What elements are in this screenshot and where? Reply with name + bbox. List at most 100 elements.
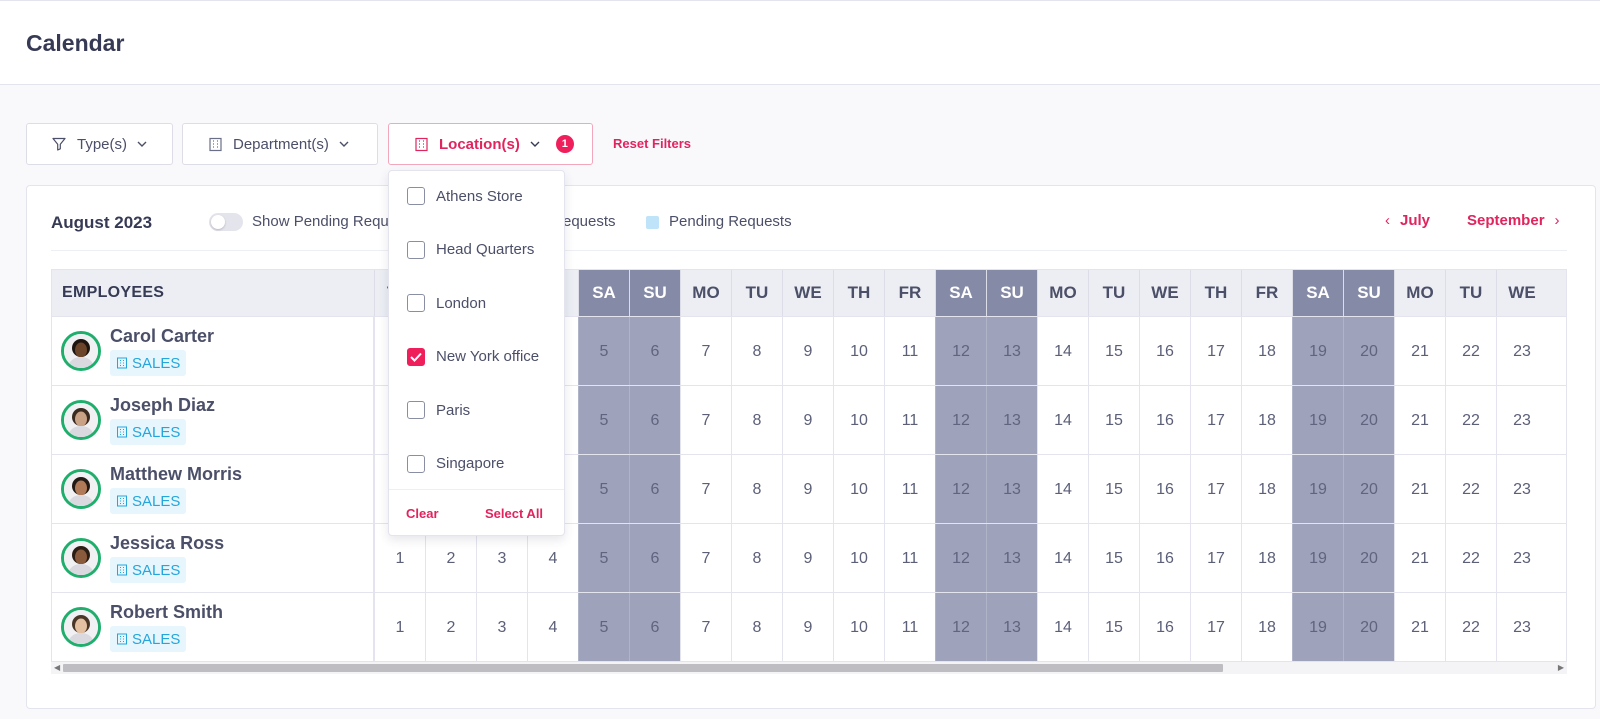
day-cell[interactable]: 9 [782, 317, 833, 386]
day-cell[interactable]: 16 [1139, 386, 1190, 455]
day-cell[interactable]: 6 [629, 455, 680, 524]
location-option[interactable]: Singapore [407, 454, 504, 474]
day-cell[interactable]: 7 [680, 593, 731, 661]
location-option[interactable]: Paris [407, 400, 470, 420]
day-cell[interactable]: 14 [1037, 593, 1088, 661]
day-cell[interactable]: 21 [1394, 593, 1445, 661]
day-cell[interactable]: 20 [1343, 455, 1394, 524]
day-cell[interactable]: 17 [1190, 593, 1241, 661]
day-cell[interactable]: 22 [1445, 317, 1496, 386]
day-cell[interactable]: 22 [1445, 593, 1496, 661]
day-cell[interactable]: 5 [578, 455, 629, 524]
employee-name[interactable]: Matthew Morris [110, 464, 243, 484]
day-cell[interactable]: 8 [731, 317, 782, 386]
day-cell[interactable]: 8 [731, 386, 782, 455]
day-cell[interactable]: 8 [731, 524, 782, 593]
day-cell[interactable]: 4 [527, 593, 578, 661]
scrollbar-thumb[interactable] [63, 664, 1223, 672]
show-pending-toggle[interactable] [209, 213, 243, 231]
day-cell[interactable]: 10 [833, 317, 884, 386]
day-cell[interactable]: 11 [884, 455, 935, 524]
day-cell[interactable]: 7 [680, 317, 731, 386]
day-cell[interactable]: 23 [1496, 317, 1547, 386]
day-cell[interactable]: 19 [1292, 524, 1343, 593]
day-cell[interactable]: 12 [935, 317, 986, 386]
avatar[interactable] [61, 538, 101, 578]
location-option[interactable]: Athens Store [407, 186, 523, 206]
day-cell[interactable]: 7 [680, 455, 731, 524]
day-cell[interactable]: 9 [782, 455, 833, 524]
day-cell[interactable]: 8 [731, 455, 782, 524]
day-cell[interactable]: 12 [935, 455, 986, 524]
location-option[interactable]: Head Quarters [407, 240, 534, 260]
day-cell[interactable]: 14 [1037, 455, 1088, 524]
day-cell[interactable]: 17 [1190, 524, 1241, 593]
avatar[interactable] [61, 331, 101, 371]
day-cell[interactable]: 11 [884, 386, 935, 455]
employee-name[interactable]: Jessica Ross [110, 533, 225, 553]
day-cell[interactable]: 23 [1496, 386, 1547, 455]
day-cell[interactable]: 2 [425, 524, 476, 593]
day-cell[interactable]: 6 [629, 317, 680, 386]
reset-filters-link[interactable]: Reset Filters [613, 136, 692, 151]
day-cell[interactable]: 21 [1394, 455, 1445, 524]
day-cell[interactable]: 18 [1241, 593, 1292, 661]
day-cell[interactable]: 23 [1496, 593, 1547, 661]
day-cell[interactable]: 13 [986, 455, 1037, 524]
day-cell[interactable]: 22 [1445, 524, 1496, 593]
day-cell[interactable]: 11 [884, 524, 935, 593]
employee-name[interactable]: Joseph Diaz [110, 395, 216, 415]
scroll-left-icon[interactable]: ◀ [54, 663, 61, 672]
day-cell[interactable]: 4 [527, 524, 578, 593]
day-cell[interactable]: 10 [833, 386, 884, 455]
day-cell[interactable]: 13 [986, 386, 1037, 455]
day-cell[interactable]: 15 [1088, 386, 1139, 455]
day-cell[interactable]: 9 [782, 593, 833, 661]
day-cell[interactable]: 17 [1190, 455, 1241, 524]
day-cell[interactable]: 16 [1139, 455, 1190, 524]
day-cell[interactable]: 1 [374, 593, 425, 661]
day-cell[interactable]: 19 [1292, 455, 1343, 524]
location-option[interactable]: London [407, 293, 486, 313]
day-cell[interactable]: 14 [1037, 386, 1088, 455]
day-cell[interactable]: 5 [578, 593, 629, 661]
day-cell[interactable]: 22 [1445, 455, 1496, 524]
day-cell[interactable]: 3 [476, 593, 527, 661]
day-cell[interactable]: 13 [986, 524, 1037, 593]
horizontal-scrollbar[interactable]: ◀ ▶ [51, 662, 1567, 674]
day-cell[interactable]: 19 [1292, 386, 1343, 455]
day-cell[interactable]: 9 [782, 524, 833, 593]
checkbox-icon[interactable] [407, 401, 425, 419]
day-cell[interactable]: 14 [1037, 317, 1088, 386]
day-cell[interactable]: 10 [833, 524, 884, 593]
day-cell[interactable]: 20 [1343, 593, 1394, 661]
day-cell[interactable]: 6 [629, 524, 680, 593]
day-cell[interactable]: 6 [629, 593, 680, 661]
day-cell[interactable]: 8 [731, 593, 782, 661]
day-cell[interactable]: 12 [935, 524, 986, 593]
type-filter-button[interactable]: Type(s) [26, 123, 173, 165]
day-cell[interactable]: 13 [986, 317, 1037, 386]
avatar[interactable] [61, 400, 101, 440]
day-cell[interactable]: 1 [374, 524, 425, 593]
day-cell[interactable]: 21 [1394, 386, 1445, 455]
day-cell[interactable]: 19 [1292, 317, 1343, 386]
day-cell[interactable]: 9 [782, 386, 833, 455]
day-cell[interactable]: 11 [884, 317, 935, 386]
day-cell[interactable]: 12 [935, 593, 986, 661]
day-cell[interactable]: 22 [1445, 386, 1496, 455]
checkbox-icon[interactable] [407, 454, 425, 473]
day-cell[interactable]: 13 [986, 593, 1037, 661]
day-cell[interactable]: 23 [1496, 455, 1547, 524]
day-cell[interactable]: 10 [833, 593, 884, 661]
day-cell[interactable]: 15 [1088, 317, 1139, 386]
day-cell[interactable]: 2 [425, 593, 476, 661]
day-cell[interactable]: 16 [1139, 593, 1190, 661]
day-cell[interactable]: 21 [1394, 524, 1445, 593]
day-cell[interactable]: 17 [1190, 386, 1241, 455]
day-cell[interactable]: 17 [1190, 317, 1241, 386]
next-month-button[interactable]: September › [1467, 212, 1560, 229]
select-all-button[interactable]: Select All [485, 506, 544, 521]
day-cell[interactable]: 20 [1343, 317, 1394, 386]
checkbox-icon[interactable] [407, 187, 425, 205]
